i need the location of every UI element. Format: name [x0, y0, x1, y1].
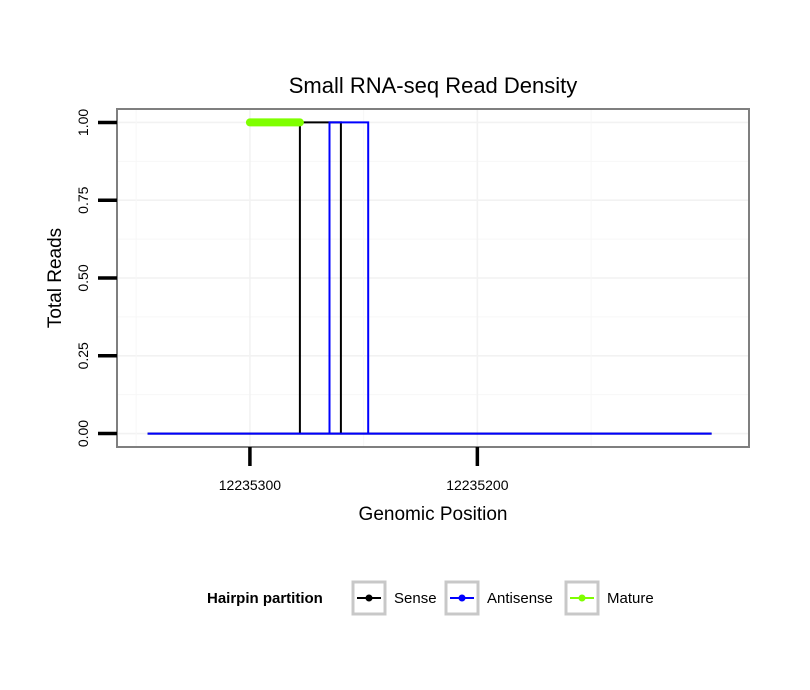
legend-key-point [578, 594, 586, 602]
y-tick-label: 0.25 [75, 342, 91, 369]
legend-label-antisense: Antisense [487, 590, 553, 607]
x-axis-title: Genomic Position [359, 504, 508, 525]
y-tick-label: 0.00 [75, 420, 91, 447]
legend-label-sense: Sense [394, 590, 437, 607]
grid [118, 110, 748, 446]
y-tick-label: 0.50 [75, 264, 91, 291]
legend-key-point [458, 594, 466, 602]
legend: Hairpin partition Sense Antisense Mature [207, 580, 654, 616]
series-antisense-line [147, 121, 712, 435]
y-axis: 0.00 0.25 0.50 0.75 1.00 [75, 109, 117, 447]
x-tick-label: 12235200 [446, 477, 509, 493]
y-tick-label: 0.75 [75, 186, 91, 213]
legend-label-mature: Mature [607, 590, 654, 607]
legend-key-point [365, 594, 373, 602]
x-tick-label: 12235300 [219, 477, 282, 493]
plot-series [147, 118, 712, 435]
x-axis: 12235300 12235200 [219, 447, 509, 493]
y-axis-title: Total Reads [45, 228, 66, 328]
y-tick-label: 1.00 [75, 109, 91, 136]
chart-title: Small RNA-seq Read Density [289, 73, 578, 98]
legend-title: Hairpin partition [207, 590, 323, 607]
